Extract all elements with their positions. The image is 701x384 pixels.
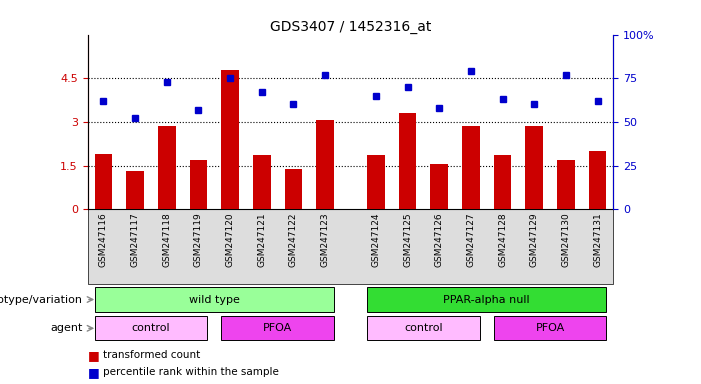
Text: wild type: wild type: [189, 295, 240, 305]
Text: transformed count: transformed count: [103, 350, 200, 360]
Bar: [126, 171, 144, 209]
Text: control: control: [404, 323, 442, 333]
Title: GDS3407 / 1452316_at: GDS3407 / 1452316_at: [270, 20, 431, 33]
FancyBboxPatch shape: [494, 316, 606, 340]
FancyBboxPatch shape: [95, 316, 207, 340]
Text: ■: ■: [88, 366, 100, 379]
Bar: [589, 151, 606, 209]
Bar: [430, 164, 448, 209]
Bar: [494, 156, 511, 209]
Bar: [253, 156, 271, 209]
Text: percentile rank within the sample: percentile rank within the sample: [103, 367, 279, 377]
Text: genotype/variation: genotype/variation: [0, 295, 83, 305]
Bar: [222, 70, 239, 209]
Text: ■: ■: [88, 349, 100, 362]
Bar: [399, 113, 416, 209]
FancyBboxPatch shape: [367, 316, 479, 340]
Text: PFOA: PFOA: [536, 323, 565, 333]
Bar: [557, 160, 575, 209]
FancyBboxPatch shape: [95, 287, 334, 312]
FancyBboxPatch shape: [222, 316, 334, 340]
FancyBboxPatch shape: [367, 287, 606, 312]
Text: agent: agent: [50, 323, 83, 333]
Text: PFOA: PFOA: [263, 323, 292, 333]
Bar: [526, 126, 543, 209]
Bar: [285, 169, 302, 209]
Text: PPAR-alpha null: PPAR-alpha null: [443, 295, 530, 305]
Text: control: control: [132, 323, 170, 333]
Bar: [158, 126, 175, 209]
Bar: [190, 160, 207, 209]
Bar: [367, 156, 385, 209]
Bar: [95, 154, 112, 209]
Bar: [462, 126, 479, 209]
Bar: [316, 121, 334, 209]
